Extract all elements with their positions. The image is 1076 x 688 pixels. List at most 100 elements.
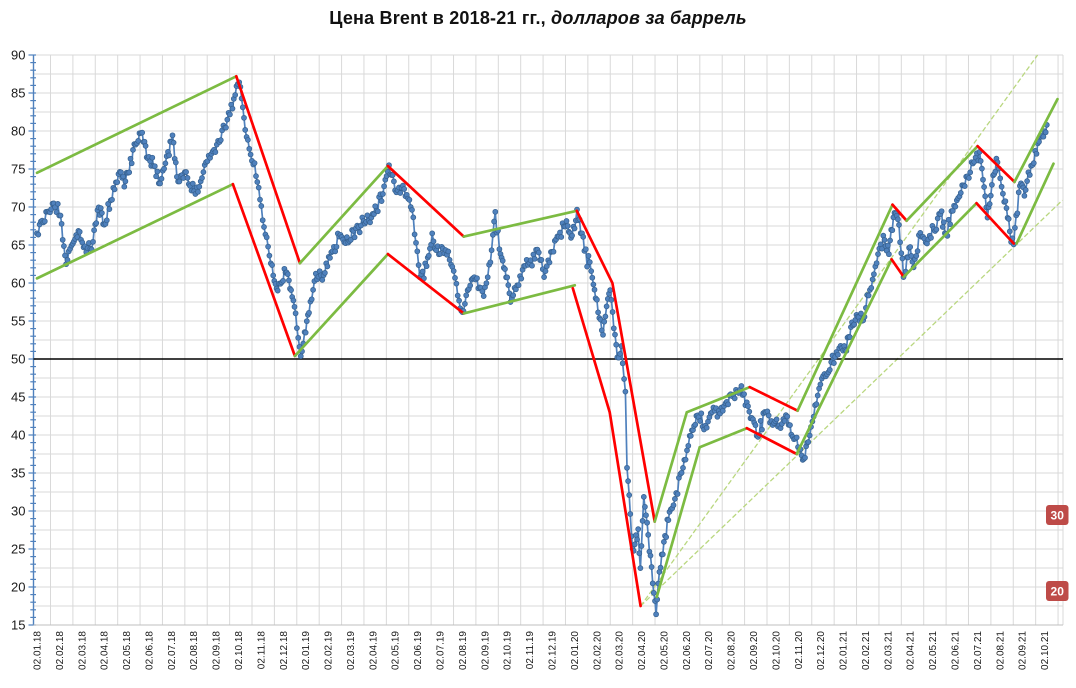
price-point [933,226,940,233]
price-point [166,152,172,159]
x-axis-label: 02.01.19 [301,631,312,670]
price-point [992,168,999,175]
price-point [302,329,309,336]
x-axis-label: 02.10.18 [234,631,245,670]
price-line [36,80,1048,615]
y-axis-label: 50 [11,352,25,367]
x-axis-label: 02.08.20 [727,631,738,670]
uptrend-channel-line [902,201,978,279]
price-point [535,249,542,256]
price-point [161,165,167,172]
price-point [580,234,587,240]
price-point [308,296,315,303]
x-axis-label: 02.04.21 [906,631,917,670]
price-point [91,227,97,234]
price-point [62,252,68,259]
price-point [463,292,470,299]
price-point [602,313,609,320]
fan-lines [640,54,1063,607]
price-point [957,190,964,196]
uptrend-channel-line [293,252,390,358]
x-axis-label: 02.08.19 [458,631,469,670]
chart-title-main: Цена Brent в 2018-21 гг., [329,8,546,28]
price-point [982,193,989,200]
x-axis-label: 02.11.19 [525,631,536,670]
price-point [663,534,670,540]
price-point [120,173,127,180]
price-point [41,218,48,225]
price-point [454,292,461,299]
x-axis-label: 02.09.18 [212,631,223,670]
fan-trend-line [640,54,1039,607]
y-axis-label: 30 [11,504,25,519]
price-point [126,169,133,176]
price-point [297,353,304,360]
price-point [121,183,128,190]
price-point [757,418,764,424]
price-point [251,160,258,166]
price-point [784,413,791,420]
x-axis-label: 02.05.20 [659,631,670,670]
x-axis-label: 02.07.18 [167,631,178,670]
gridlines [33,54,1064,626]
price-point [582,246,589,253]
x-axis-label: 02.10.20 [771,631,782,670]
price-point [765,412,772,419]
price-point [781,418,788,424]
price-point [291,303,298,310]
price-point [274,287,281,294]
price-point [157,180,163,187]
price-point [367,219,373,226]
x-axis-label: 02.06.21 [950,631,961,670]
price-point [949,207,956,214]
price-point [261,224,267,230]
price-point [492,208,499,215]
price-point [488,247,495,254]
price-point [987,192,994,199]
y-axis-label: 45 [11,390,25,405]
price-point [217,137,224,143]
price-point [977,158,984,164]
price-point [981,184,987,190]
price-point [793,434,800,441]
price-point [446,257,453,263]
price-point [430,238,437,245]
price-point [128,160,135,167]
price-point [928,234,934,241]
price-point [241,114,247,121]
price-point [456,297,462,304]
price-point [638,543,645,549]
downtrend-channel-line [890,258,906,279]
price-point [637,565,644,571]
price-point [322,270,328,276]
x-axis-label: 02.01.18 [33,631,44,670]
price-point [868,285,875,291]
x-axis-label: 02.02.19 [324,631,335,670]
price-point [914,248,921,254]
price-point [239,104,246,111]
y-axis-label: 70 [11,200,25,215]
uptrend-channel-line [795,258,893,456]
price-point [608,297,615,303]
price-point [989,181,995,188]
price-point [229,105,236,112]
price-point [474,275,480,282]
price-point [381,183,387,190]
x-axis-label: 02.07.21 [973,631,984,670]
price-point [515,282,522,289]
price-point [659,551,666,558]
price-point [625,478,631,484]
price-point [266,252,273,259]
downtrend-channel-line [575,209,657,523]
price-point [176,178,183,185]
price-point [259,217,266,224]
price-point [518,275,525,282]
price-point [653,611,659,618]
price-point [154,168,161,175]
trend-channels [35,74,1059,608]
price-point [61,243,67,249]
price-point [153,173,159,180]
price-point [684,447,690,454]
price-point [759,426,765,433]
